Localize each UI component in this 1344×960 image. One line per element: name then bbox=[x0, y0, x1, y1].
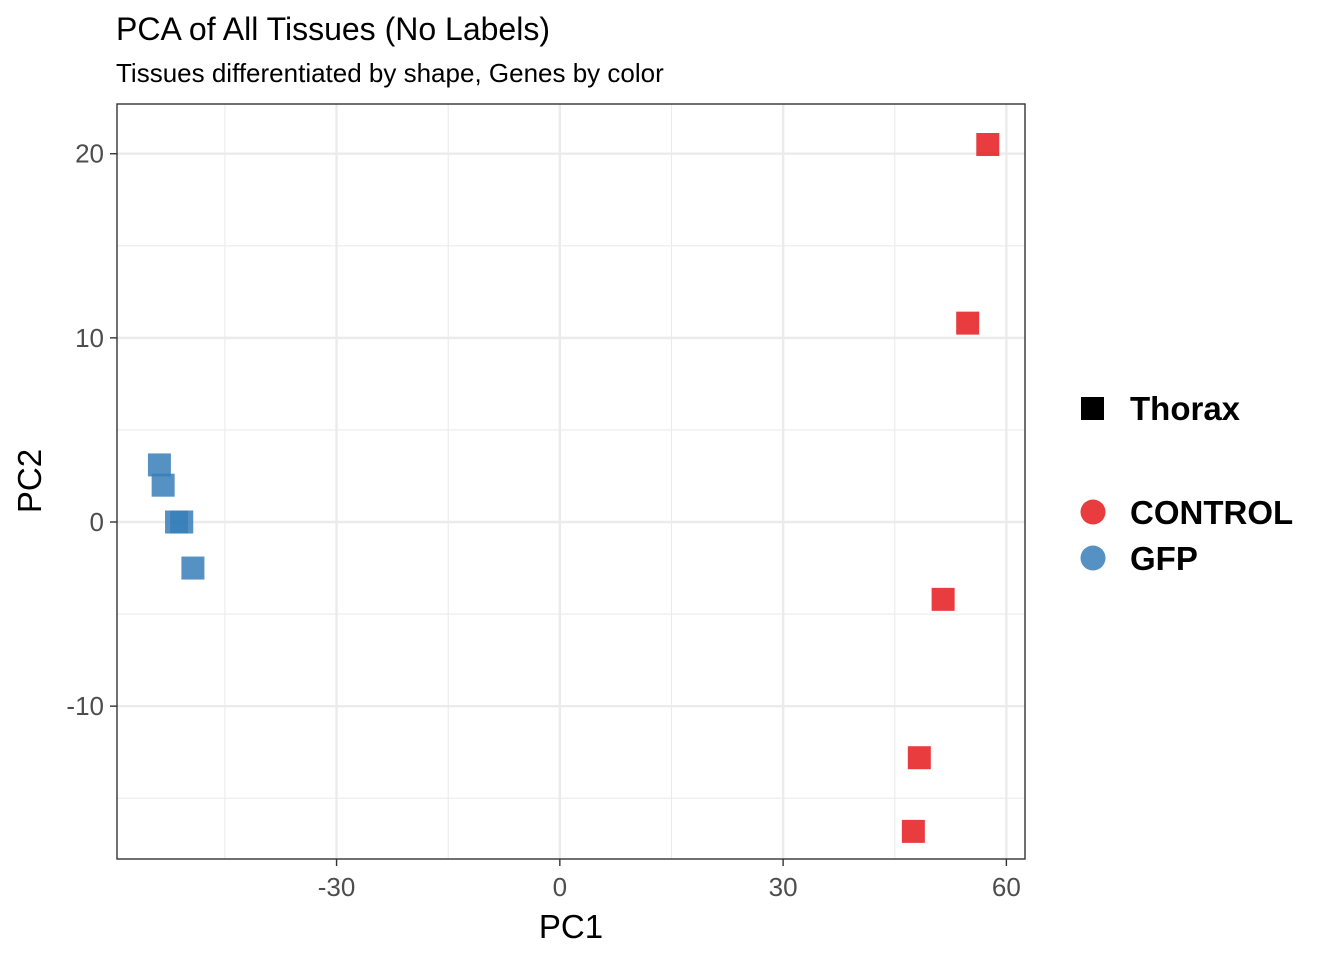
color-legend: CONTROL GFP bbox=[1080, 494, 1293, 577]
data-point-gfp bbox=[181, 556, 205, 580]
chart-subtitle: Tissues differentiated by shape, Genes b… bbox=[116, 58, 664, 88]
x-axis-title: PC1 bbox=[539, 908, 603, 945]
shape-legend: Thorax bbox=[1081, 390, 1241, 427]
legend: Thorax CONTROL GFP bbox=[1080, 390, 1293, 577]
legend-square-key bbox=[1081, 397, 1104, 420]
data-point-control bbox=[956, 311, 980, 335]
x-axis-ticks: -30 0 30 60 bbox=[318, 859, 1021, 902]
y-tick-label: 0 bbox=[90, 507, 104, 537]
x-tick-label: -30 bbox=[318, 872, 356, 902]
x-tick-label: 60 bbox=[992, 872, 1021, 902]
panel-border bbox=[116, 103, 1026, 860]
y-axis-ticks: -10 0 10 20 bbox=[66, 139, 117, 721]
y-tick-label: 10 bbox=[75, 323, 104, 353]
data-point-control bbox=[901, 819, 925, 843]
legend-color-key bbox=[1080, 499, 1106, 525]
data-point-control bbox=[907, 746, 931, 770]
legend-color-key bbox=[1080, 545, 1106, 571]
data-points bbox=[147, 133, 1000, 843]
y-tick-label: 20 bbox=[75, 139, 104, 169]
legend-color-label: GFP bbox=[1130, 540, 1198, 577]
data-point-gfp bbox=[170, 510, 194, 534]
legend-color-label: CONTROL bbox=[1130, 494, 1293, 531]
data-point-control bbox=[976, 133, 1000, 157]
data-point-gfp bbox=[151, 473, 175, 497]
data-point-control bbox=[931, 587, 955, 611]
y-axis-title: PC2 bbox=[11, 449, 48, 513]
x-tick-label: 30 bbox=[769, 872, 798, 902]
major-gridlines bbox=[117, 104, 1025, 859]
minor-gridlines bbox=[117, 104, 1025, 859]
data-point-gfp bbox=[147, 453, 171, 477]
x-tick-label: 0 bbox=[553, 872, 567, 902]
chart-title: PCA of All Tissues (No Labels) bbox=[116, 11, 550, 47]
y-tick-label: -10 bbox=[66, 691, 104, 721]
legend-shape-label: Thorax bbox=[1130, 390, 1241, 427]
